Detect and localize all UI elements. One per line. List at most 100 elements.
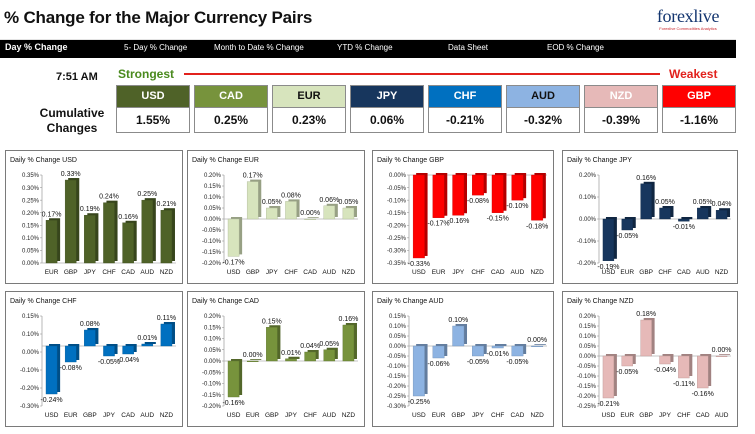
x-tick-label: CHF	[677, 412, 690, 419]
x-tick-label: CAD	[491, 269, 505, 276]
y-tick-label: -0.10%	[577, 374, 597, 380]
x-tick-label: AUD	[322, 412, 336, 419]
y-tick-label: 0.15%	[22, 314, 40, 320]
currency-box-jpy: JPY 0.06%	[350, 85, 424, 133]
y-tick-label: 0.10%	[389, 324, 407, 330]
y-tick-label: 0.00%	[22, 261, 40, 267]
x-tick-label: GBP	[639, 269, 653, 276]
x-tick-label: NZD	[160, 412, 174, 419]
data-label: -0.19%	[597, 264, 619, 271]
y-tick-label: 0.05%	[204, 348, 222, 354]
x-tick-label: USD	[412, 412, 426, 419]
bar	[64, 345, 77, 363]
data-label: 0.05%	[319, 341, 339, 348]
bar	[472, 345, 484, 357]
x-tick-label: JPY	[103, 412, 116, 419]
bar	[452, 174, 465, 216]
bar	[103, 202, 115, 264]
bar	[412, 345, 425, 397]
data-label: -0.25%	[408, 399, 430, 406]
aud-chart: -0.30%-0.25%-0.20%-0.15%-0.10%-0.05%0.00…	[387, 314, 547, 419]
jpy-chart: -0.20% -0.10% 0.00% 0.10% 0.20% USD-0.19%EUR -…	[577, 173, 732, 276]
x-tick-label: CAD	[121, 412, 135, 419]
data-label: 0.16%	[338, 316, 358, 323]
nzd-chart: -0.25% -0.20% -0.15% -0.10% -0.05% 0.00% 0.05%…	[577, 311, 732, 419]
y-tick-label: 0.10%	[204, 195, 222, 201]
nav-day-change[interactable]: Day % Change	[5, 42, 68, 52]
data-label: 0.05%	[655, 199, 675, 206]
data-label: 0.15%	[262, 318, 282, 325]
currency-value: 0.06%	[369, 113, 405, 127]
bar	[697, 207, 709, 220]
x-tick-label: EUR	[45, 269, 59, 276]
y-tick-label: 0.10%	[22, 332, 40, 338]
x-tick-label: EUR	[246, 412, 260, 419]
currency-value: 1.55%	[135, 113, 171, 127]
y-tick-label: 0.00%	[204, 217, 222, 223]
x-tick-label: JPY	[472, 412, 485, 419]
data-label: 0.24%	[99, 194, 119, 201]
cad-chart: -0.20% -0.15% -0.10% -0.05% 0.00% 0.05% 0.10% 0…	[202, 314, 358, 419]
x-tick-label: NZD	[530, 269, 544, 276]
currency-box-nzd: NZD -0.39%	[584, 85, 658, 133]
y-tick-label: 0.20%	[204, 314, 222, 320]
x-tick-label: JPY	[285, 412, 298, 419]
data-label: 0.21%	[156, 201, 176, 208]
data-label: -0.24%	[40, 397, 62, 404]
chart-title: Daily % Change USD	[10, 157, 77, 164]
x-tick-label: USD	[227, 412, 241, 419]
data-label: 0.01%	[281, 350, 301, 357]
nav-month-to-date[interactable]: Month to Date % Change	[214, 43, 304, 52]
x-tick-label: NZD	[342, 412, 356, 419]
x-tick-label: AUD	[322, 269, 336, 276]
nav-data-sheet[interactable]: Data Sheet	[448, 43, 489, 52]
y-tick-label: -0.20%	[20, 386, 40, 392]
bar	[621, 218, 633, 231]
chart-title: Daily % Change CAD	[192, 298, 259, 305]
data-label: 0.17%	[243, 173, 263, 180]
x-tick-label: CHF	[658, 269, 671, 276]
bar	[160, 323, 173, 347]
nav-5day-change[interactable]: 5- Day % Change	[124, 43, 188, 52]
data-label: -0.11%	[673, 381, 695, 388]
y-tick-label: -0.35%	[387, 261, 407, 267]
data-label: 0.11%	[157, 315, 176, 322]
x-tick-label: USD	[412, 269, 426, 276]
data-label: -0.08%	[60, 365, 82, 372]
forexlive-logo[interactable]: forexlive Forexlive Commodities Analytic…	[646, 6, 730, 36]
y-tick-label: -0.10%	[20, 368, 40, 374]
data-label: -0.16%	[692, 391, 714, 398]
data-label: 0.19%	[80, 206, 100, 213]
x-tick-label: USD	[45, 412, 59, 419]
x-tick-label: USD	[602, 269, 616, 276]
page-title: % Change for the Major Currency Pairs	[4, 8, 313, 27]
data-label: 0.18%	[636, 311, 656, 318]
data-label: -0.33%	[408, 261, 430, 268]
currency-box-usd: USD 1.55%	[116, 85, 190, 133]
data-label: 0.05%	[693, 199, 713, 206]
bar	[84, 329, 96, 347]
bar	[412, 174, 425, 259]
usd-chart: 0.00% 0.05% 0.10% 0.15% 0.20% 0.25% 0.30% 0.35%…	[22, 171, 176, 276]
y-tick-label: 0.15%	[389, 314, 407, 320]
nav-ytd-change[interactable]: YTD % Change	[337, 43, 393, 52]
data-label: -0.18%	[526, 223, 548, 230]
y-tick-label: -0.10%	[387, 364, 407, 370]
x-tick-label: AUD	[715, 412, 729, 419]
chart-panel-aud: Daily % Change AUD -0.30% -0.25% -0.20% -0.…	[372, 291, 554, 427]
header-bar: % Change for the Major Currency Pairs fo…	[0, 0, 736, 40]
bar-depth	[307, 217, 319, 218]
y-tick-label: -0.15%	[577, 384, 597, 390]
y-tick-label: 0.20%	[579, 173, 597, 179]
x-tick-label: GBP	[451, 412, 465, 419]
y-tick-label: 0.15%	[204, 325, 222, 331]
data-label: -0.05%	[467, 359, 489, 366]
bar	[323, 205, 336, 220]
chart-panel-usd: Daily % Change USD 0.00% 0.05% 0.10% 0.15% 0…	[5, 150, 183, 284]
y-tick-label: -0.25%	[387, 236, 407, 242]
bar	[602, 355, 615, 399]
x-tick-label: AUD	[140, 269, 154, 276]
chart-panel-chf: Daily % Change CHF -0.30% -0.20% -0.10% 0.0…	[5, 291, 183, 427]
nav-eod-change[interactable]: EOD % Change	[547, 43, 604, 52]
data-label: 0.00%	[300, 210, 320, 217]
